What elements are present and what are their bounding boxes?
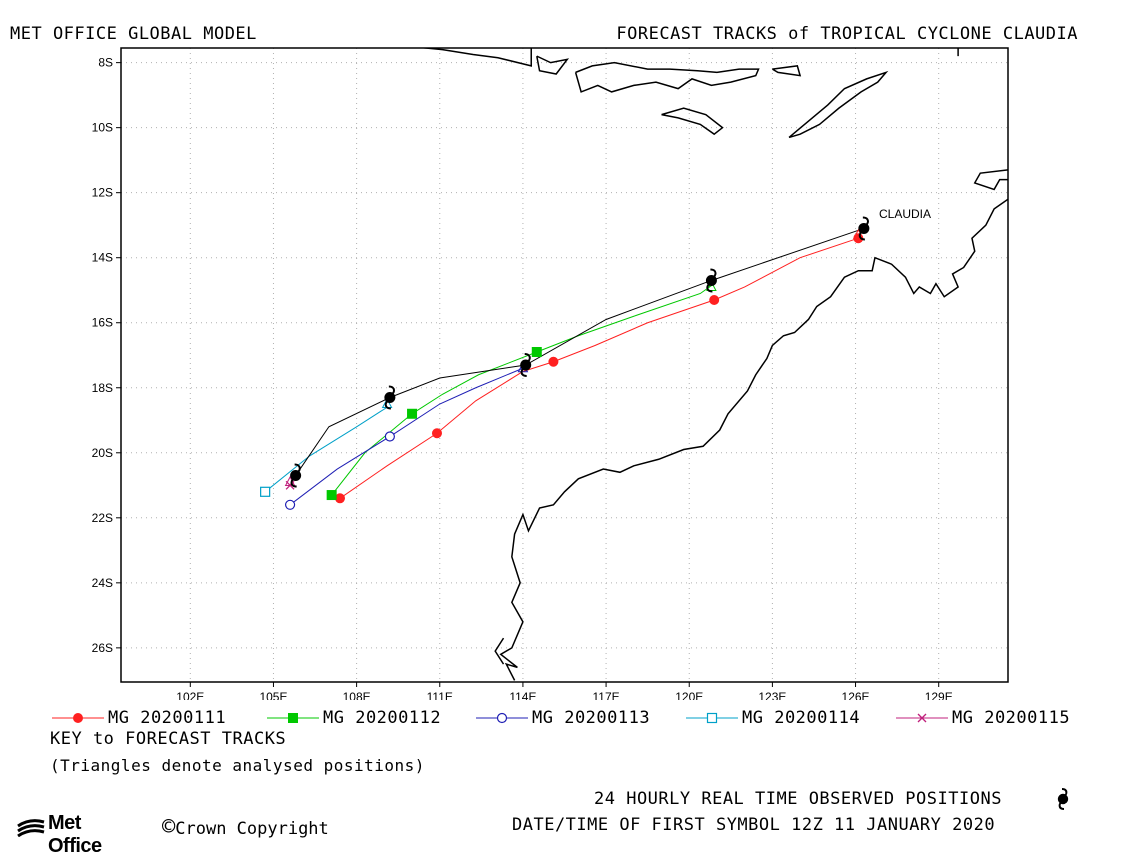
track-point-open-circle: [384, 431, 395, 442]
y-tick-label: 18S: [92, 381, 113, 395]
track-point-filled-square: [288, 713, 298, 723]
track-line: [264, 406, 388, 493]
track-point-filled-circle: [431, 428, 442, 439]
x-tick-label: 111E: [427, 690, 453, 700]
x-tick-label: 126E: [842, 690, 870, 700]
cyclone-symbol-icon: [705, 268, 717, 293]
copyright-text: Crown Copyright: [175, 819, 329, 839]
y-tick-label: 26S: [92, 641, 113, 655]
copyright: ©Crown Copyright: [162, 815, 329, 840]
track-point-filled-circle: [334, 493, 345, 504]
cyclone-symbol-icon: [290, 463, 302, 488]
legend-swatch-filled-square: [267, 713, 319, 723]
y-tick-label: 22S: [92, 511, 113, 525]
track-point-filled-square: [531, 346, 542, 357]
cyclone-eye: [384, 392, 396, 404]
grid: [121, 48, 1008, 682]
observed-track-line: [295, 227, 865, 476]
coastline: [536, 55, 570, 75]
track-point-open-square: [260, 486, 271, 497]
legend-swatch-filled-circle: [52, 713, 104, 723]
x-tick-label: 129E: [925, 690, 953, 700]
cyclone-eye: [858, 222, 870, 234]
key-note: (Triangles denote analysed positions): [50, 756, 425, 775]
plot-area: [121, 48, 1008, 682]
observed-positions: [290, 216, 870, 488]
coastline: [499, 198, 1008, 681]
cyclone-eye: [705, 274, 717, 286]
track-point-filled-square: [407, 408, 418, 419]
observed-positions-label: 24 HOURLY REAL TIME OBSERVED POSITIONS: [594, 789, 1002, 809]
x-tick-label: 120E: [675, 690, 703, 700]
x-tick-label: 123E: [758, 690, 786, 700]
track-point-filled-circle: [73, 713, 83, 723]
datetime-label: DATE/TIME OF FIRST SYMBOL 12Z 11 JANUARY…: [512, 815, 996, 835]
met-office-logo-icon: [17, 819, 45, 837]
y-tick-label: 14S: [92, 251, 113, 265]
logo-text: Met Office: [48, 812, 102, 857]
legend-swatch-open-circle: [476, 712, 528, 724]
track-point-x-cross: [285, 480, 295, 490]
track-line: [339, 237, 859, 499]
cyclone-symbol-icon: [520, 353, 532, 377]
x-cross-stroke: [285, 480, 295, 490]
legend-label: MG 20200113: [532, 708, 651, 728]
legend-label: MG 20200114: [742, 708, 861, 728]
track-point-x-cross: [917, 713, 927, 723]
track-point-open-square: [706, 712, 718, 724]
cyclone-eye: [520, 359, 532, 371]
coastline: [418, 48, 532, 67]
left-title: MET OFFICE GLOBAL MODEL: [10, 24, 257, 44]
x-tick-label: 102E: [176, 690, 204, 700]
track-point-open-circle: [284, 499, 296, 510]
legend-label: MG 20200112: [323, 708, 442, 728]
key-title: KEY to FORECAST TRACKS: [50, 729, 287, 749]
copyright-icon: ©: [162, 815, 176, 840]
plot-frame: [120, 47, 1009, 683]
coastline: [574, 61, 760, 93]
legend-swatch-open-square: [686, 712, 738, 724]
track-point-filled-circle: [853, 233, 864, 244]
track-point-filled-circle: [548, 356, 559, 367]
legend-label: MG 20200111: [108, 708, 227, 728]
y-tick-label: 8S: [98, 56, 113, 70]
storm-label: CLAUDIA: [879, 207, 931, 221]
legend-label: MG 20200115: [952, 708, 1071, 728]
y-tick-label: 12S: [92, 186, 113, 200]
chart-title: FORECAST TRACKS of TROPICAL CYCLONE CLAU…: [616, 24, 1078, 44]
y-tick-label: 20S: [92, 446, 113, 460]
cyclone-eye: [290, 470, 302, 482]
cyclone-symbol-icon: [384, 385, 396, 410]
y-tick-label: 24S: [92, 576, 113, 590]
track-chart: 102E 105E 108E 111E 114E 117E 120E 123E 126E 129E…: [92, 47, 1009, 700]
track-line: [289, 367, 524, 506]
cyclone-symbol-icon: [858, 216, 870, 241]
x-tick-label: 105E: [259, 690, 287, 700]
coastline: [661, 107, 724, 136]
x-tick-label: 108E: [343, 690, 371, 700]
y-tick-label: 10S: [92, 121, 113, 135]
track-point-filled-circle: [709, 294, 720, 305]
cyclone-symbol-icon: [1057, 788, 1069, 810]
track-point-filled-square: [326, 490, 337, 501]
coastline: [973, 169, 1008, 191]
track-point-open-circle: [496, 712, 508, 724]
y-tick-label: 16S: [92, 316, 113, 330]
legend-swatch-x-cross: [896, 713, 948, 723]
x-tick-label: 117E: [593, 690, 620, 700]
x-tick-label: 114E: [509, 690, 536, 700]
coastlines: [418, 48, 1008, 681]
coastline: [772, 65, 802, 77]
coastline: [494, 637, 505, 665]
x-cross-stroke: [917, 713, 927, 723]
coastline: [788, 70, 889, 139]
axis-ticks: 102E 105E 108E 111E 114E 117E 120E 123E 126E 129E…: [92, 56, 953, 700]
